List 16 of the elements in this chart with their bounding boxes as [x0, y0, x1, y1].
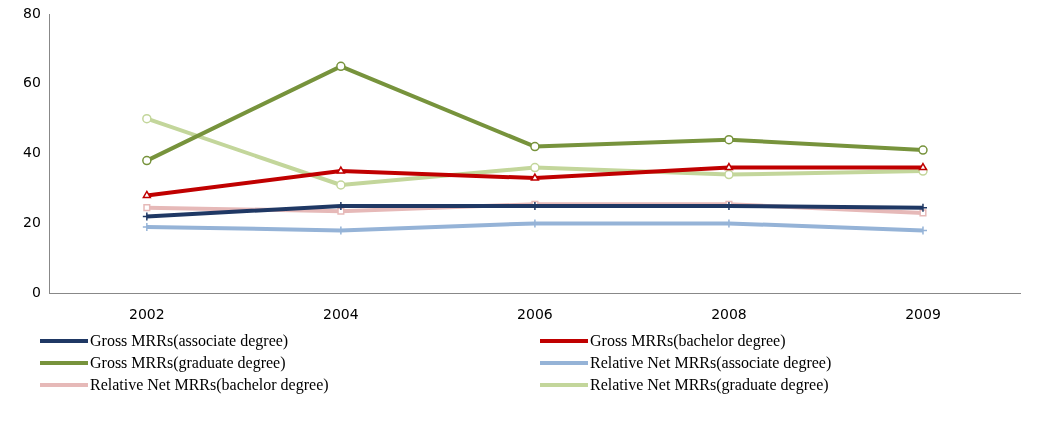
x-tick-label: 2004	[323, 306, 359, 323]
y-tick-label: 20	[22, 214, 41, 231]
x-tick-label: 2009	[905, 306, 941, 323]
legend-label: Relative Net MRRs(graduate degree)	[590, 376, 829, 394]
y-tick-label: 0	[31, 283, 41, 300]
x-tick-label: 2002	[129, 306, 165, 323]
legend-label: Relative Net MRRs(bachelor degree)	[90, 376, 329, 394]
y-tick-label: 60	[22, 74, 41, 91]
x-tick-label: 2008	[711, 306, 747, 323]
legend-label: Gross MRRs(bachelor degree)	[590, 332, 786, 350]
y-tick-label: 80	[22, 4, 41, 21]
x-tick-label: 2006	[517, 306, 553, 323]
legend-label: Gross MRRs(graduate degree)	[90, 354, 286, 372]
legend-label: Relative Net MRRs(associate degree)	[590, 354, 832, 372]
legend-label: Gross MRRs(associate degree)	[90, 332, 289, 350]
y-tick-label: 40	[22, 144, 41, 161]
